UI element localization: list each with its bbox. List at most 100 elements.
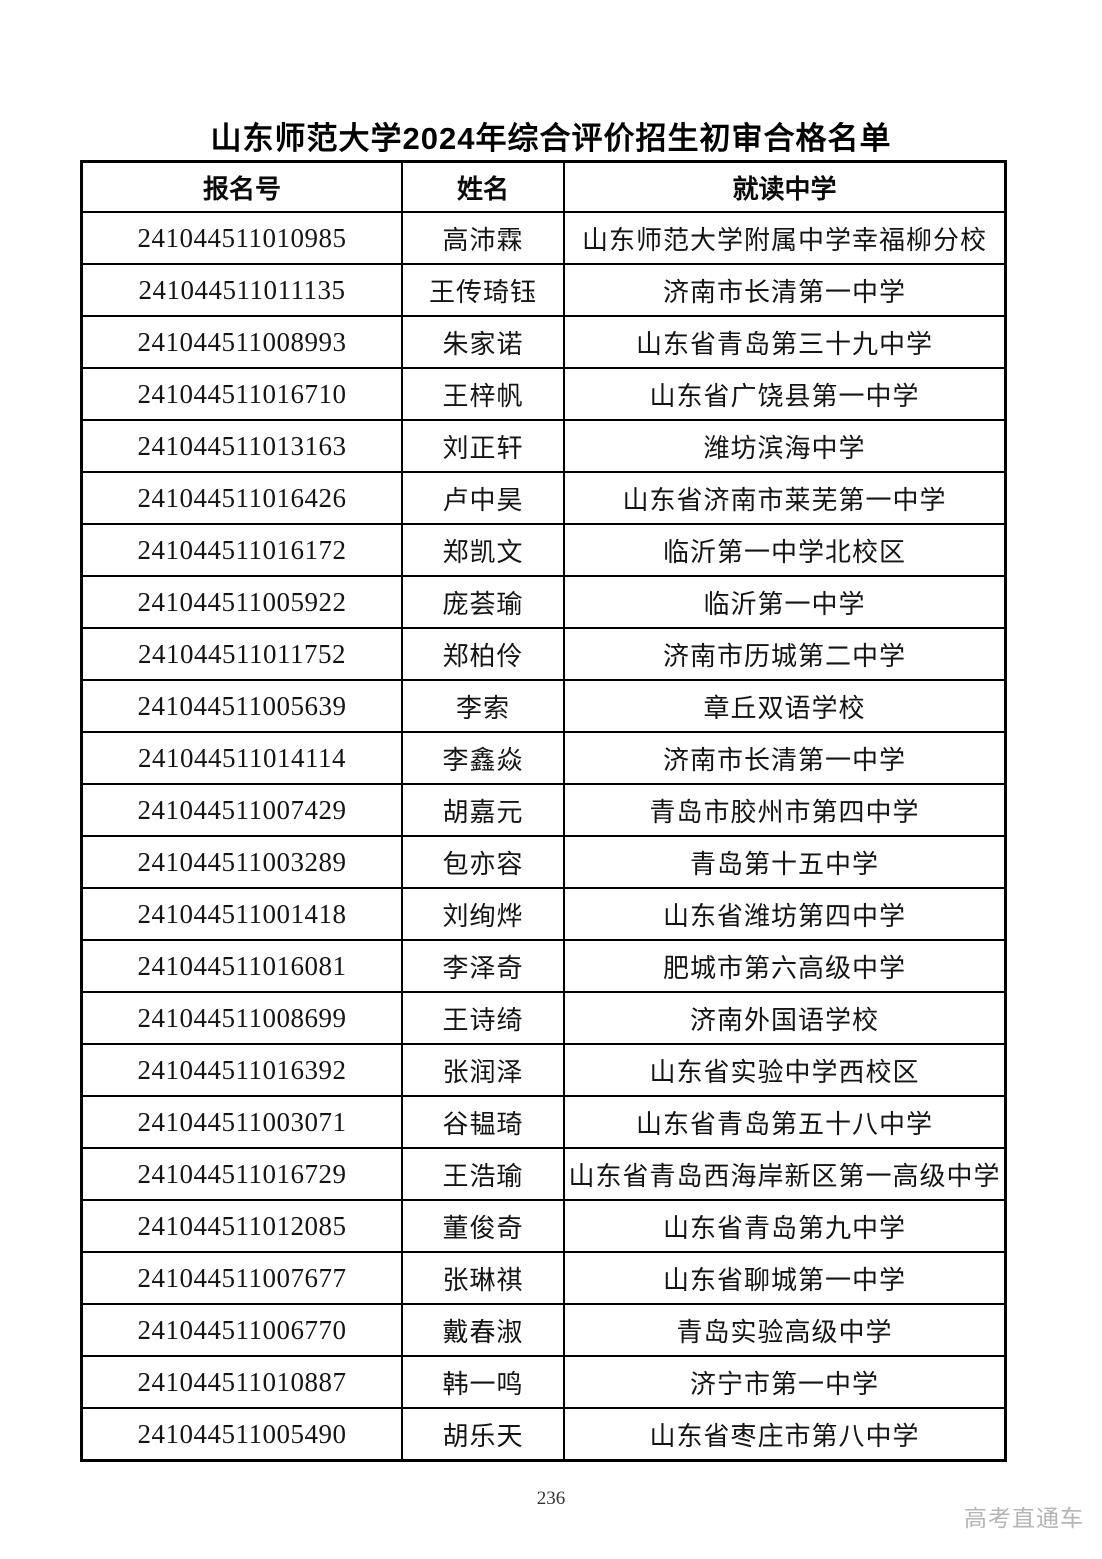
name-cell: 韩一鸣: [401, 1355, 565, 1409]
name-cell: 戴春淑: [401, 1303, 565, 1357]
name-cell: 王传琦钰: [401, 263, 565, 317]
school-cell: 山东省济南市莱芜第一中学: [563, 471, 1007, 525]
school-cell: 山东省实验中学西校区: [563, 1043, 1007, 1097]
school-cell: 济南外国语学校: [563, 991, 1007, 1045]
name-cell: 张润泽: [401, 1043, 565, 1097]
registration-number-cell: 241044511016392: [80, 1043, 403, 1097]
name-cell: 王梓帆: [401, 367, 565, 421]
registration-number-cell: 241044511010887: [80, 1355, 403, 1409]
table-row: 241044511001418 刘绚烨 山东省潍坊第四中学: [80, 887, 1007, 941]
registration-number-cell: 241044511016729: [80, 1147, 403, 1201]
school-cell: 山东省青岛西海岸新区第一高级中学: [563, 1147, 1007, 1201]
registration-number-cell: 241044511005922: [80, 575, 403, 629]
table-row: 241044511006770 戴春淑 青岛实验高级中学: [80, 1303, 1007, 1357]
school-cell: 青岛市胶州市第四中学: [563, 783, 1007, 837]
registration-number-cell: 241044511008993: [80, 315, 403, 369]
registration-number-cell: 241044511016172: [80, 523, 403, 577]
table-body: 241044511010985 高沛霖 山东师范大学附属中学幸福柳分校 2410445…: [80, 211, 1007, 1462]
table-row: 241044511014114 李鑫焱 济南市长清第一中学: [80, 731, 1007, 785]
name-cell: 谷韫琦: [401, 1095, 565, 1149]
school-cell: 山东师范大学附属中学幸福柳分校: [563, 211, 1007, 265]
name-cell: 包亦容: [401, 835, 565, 889]
page-title: 山东师范大学2024年综合评价招生初审合格名单: [210, 121, 892, 156]
name-cell: 高沛霖: [401, 211, 565, 265]
registration-number-cell: 241044511006770: [80, 1303, 403, 1357]
table-row: 241044511016081 李泽奇 肥城市第六高级中学: [80, 939, 1007, 993]
header-registration-number: 报名号: [80, 160, 403, 213]
name-cell: 李泽奇: [401, 939, 565, 993]
table-row: 241044511003289 包亦容 青岛第十五中学: [80, 835, 1007, 889]
registration-number-cell: 241044511007429: [80, 783, 403, 837]
registration-number-cell: 241044511003289: [80, 835, 403, 889]
registration-number-cell: 241044511016081: [80, 939, 403, 993]
table-row: 241044511013163 刘正轩 潍坊滨海中学: [80, 419, 1007, 473]
registration-number-cell: 241044511016426: [80, 471, 403, 525]
registration-number-cell: 241044511001418: [80, 887, 403, 941]
registration-number-cell: 241044511013163: [80, 419, 403, 473]
school-cell: 山东省广饶县第一中学: [563, 367, 1007, 421]
name-cell: 李鑫焱: [401, 731, 565, 785]
name-cell: 胡嘉元: [401, 783, 565, 837]
registration-number-cell: 241044511012085: [80, 1199, 403, 1253]
school-cell: 山东省枣庄市第八中学: [563, 1407, 1007, 1462]
school-cell: 山东省青岛第九中学: [563, 1199, 1007, 1253]
table-row: 241044511016172 郑凯文 临沂第一中学北校区: [80, 523, 1007, 577]
name-cell: 郑柏伶: [401, 627, 565, 681]
name-cell: 朱家诺: [401, 315, 565, 369]
name-cell: 董俊奇: [401, 1199, 565, 1253]
admission-roster-table: 报名号 姓名 就读中学 241044511010985 高沛霖 山东师范大学附属中学…: [80, 160, 1007, 1462]
table-row: 241044511007429 胡嘉元 青岛市胶州市第四中学: [80, 783, 1007, 837]
school-cell: 青岛第十五中学: [563, 835, 1007, 889]
registration-number-cell: 241044511010985: [80, 211, 403, 265]
school-cell: 济宁市第一中学: [563, 1355, 1007, 1409]
table-row: 241044511016392 张润泽 山东省实验中学西校区: [80, 1043, 1007, 1097]
table-header-row: 报名号 姓名 就读中学: [80, 160, 1007, 213]
registration-number-cell: 241044511008699: [80, 991, 403, 1045]
header-name: 姓名: [401, 160, 565, 213]
page-number: 236: [536, 1488, 566, 1509]
table-row: 241044511005639 李索 章丘双语学校: [80, 679, 1007, 733]
table-row: 241044511008993 朱家诺 山东省青岛第三十九中学: [80, 315, 1007, 369]
school-cell: 肥城市第六高级中学: [563, 939, 1007, 993]
table-row: 241044511010887 韩一鸣 济宁市第一中学: [80, 1355, 1007, 1409]
school-cell: 临沂第一中学: [563, 575, 1007, 629]
school-cell: 济南市历城第二中学: [563, 627, 1007, 681]
name-cell: 庞荟瑜: [401, 575, 565, 629]
school-cell: 山东省聊城第一中学: [563, 1251, 1007, 1305]
table-row: 241044511011135 王传琦钰 济南市长清第一中学: [80, 263, 1007, 317]
registration-number-cell: 241044511005490: [80, 1407, 403, 1462]
table-row: 241044511007677 张琳祺 山东省聊城第一中学: [80, 1251, 1007, 1305]
school-cell: 山东省青岛第三十九中学: [563, 315, 1007, 369]
school-cell: 济南市长清第一中学: [563, 263, 1007, 317]
name-cell: 张琳祺: [401, 1251, 565, 1305]
name-cell: 卢中昊: [401, 471, 565, 525]
header-school: 就读中学: [563, 160, 1007, 213]
table-row: 241044511005922 庞荟瑜 临沂第一中学: [80, 575, 1007, 629]
watermark-text: 高考直通车: [964, 1505, 1084, 1531]
table-row: 241044511003071 谷韫琦 山东省青岛第五十八中学: [80, 1095, 1007, 1149]
registration-number-cell: 241044511014114: [80, 731, 403, 785]
name-cell: 王诗绮: [401, 991, 565, 1045]
table-row: 241044511016426 卢中昊 山东省济南市莱芜第一中学: [80, 471, 1007, 525]
name-cell: 刘正轩: [401, 419, 565, 473]
name-cell: 刘绚烨: [401, 887, 565, 941]
table-row: 241044511008699 王诗绮 济南外国语学校: [80, 991, 1007, 1045]
name-cell: 郑凯文: [401, 523, 565, 577]
table-row: 241044511012085 董俊奇 山东省青岛第九中学: [80, 1199, 1007, 1253]
name-cell: 李索: [401, 679, 565, 733]
table-row: 241044511011752 郑柏伶 济南市历城第二中学: [80, 627, 1007, 681]
school-cell: 临沂第一中学北校区: [563, 523, 1007, 577]
school-cell: 济南市长清第一中学: [563, 731, 1007, 785]
school-cell: 山东省青岛第五十八中学: [563, 1095, 1007, 1149]
registration-number-cell: 241044511011135: [80, 263, 403, 317]
school-cell: 章丘双语学校: [563, 679, 1007, 733]
table-row: 241044511016710 王梓帆 山东省广饶县第一中学: [80, 367, 1007, 421]
school-cell: 青岛实验高级中学: [563, 1303, 1007, 1357]
table-row: 241044511016729 王浩瑜 山东省青岛西海岸新区第一高级中学: [80, 1147, 1007, 1201]
school-cell: 山东省潍坊第四中学: [563, 887, 1007, 941]
registration-number-cell: 241044511016710: [80, 367, 403, 421]
table-row: 241044511010985 高沛霖 山东师范大学附属中学幸福柳分校: [80, 211, 1007, 265]
registration-number-cell: 241044511005639: [80, 679, 403, 733]
table-row: 241044511005490 胡乐天 山东省枣庄市第八中学: [80, 1407, 1007, 1462]
